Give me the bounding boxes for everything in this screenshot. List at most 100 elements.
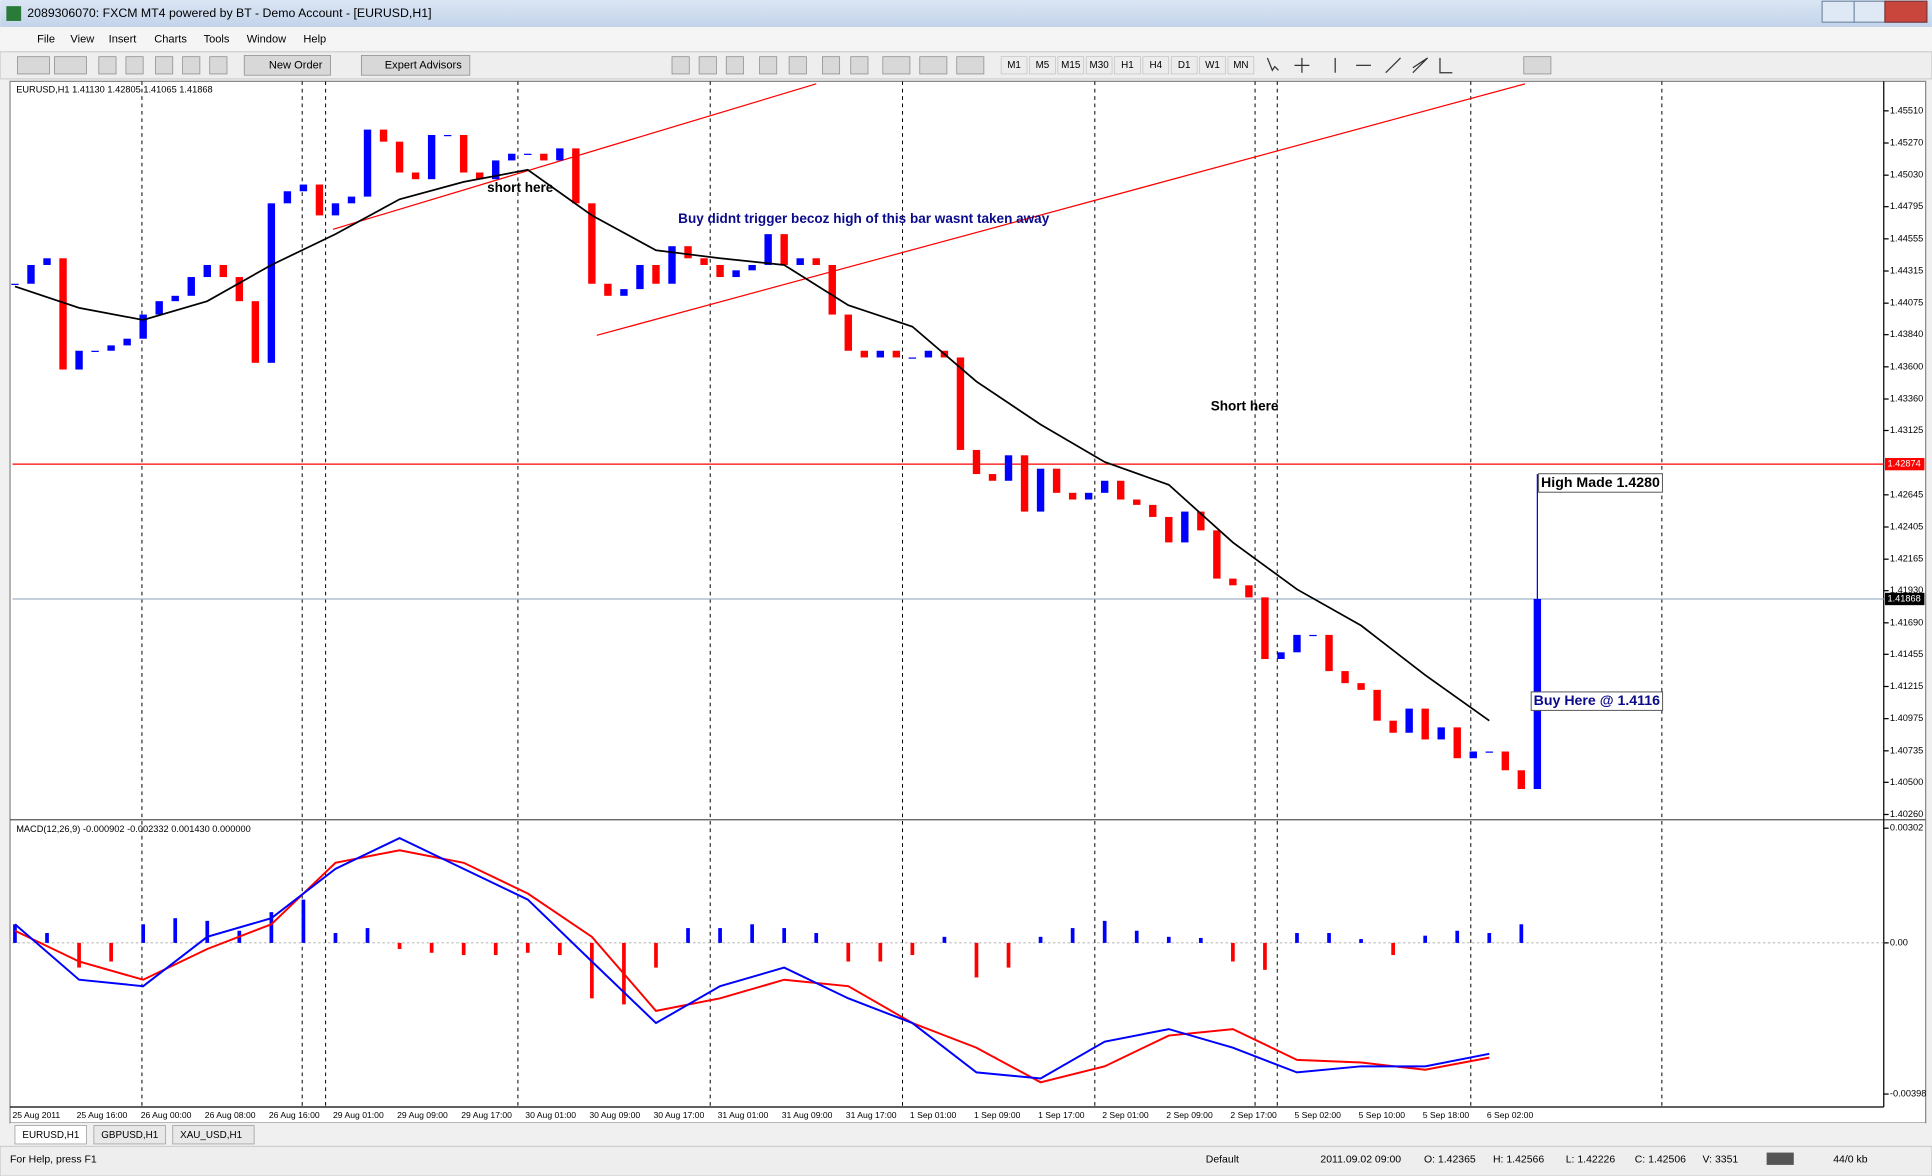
toolbar-icon[interactable] bbox=[725, 56, 744, 75]
status-field: V: 3351 bbox=[1703, 1155, 1739, 1166]
toolbar-icon[interactable] bbox=[182, 56, 201, 75]
toolbar-icon[interactable] bbox=[125, 56, 144, 75]
toolbar-icon[interactable] bbox=[919, 56, 948, 75]
timeframe-button[interactable] bbox=[1114, 56, 1141, 75]
histogram-bar bbox=[13, 924, 17, 943]
timeframe-label[interactable]: M5 bbox=[1036, 60, 1050, 71]
toolbar-icon[interactable] bbox=[671, 56, 690, 75]
histogram-bar bbox=[846, 942, 851, 962]
histogram-bar bbox=[461, 942, 466, 956]
toolbar-icon[interactable] bbox=[155, 56, 174, 75]
timeframe-label[interactable]: M15 bbox=[1061, 60, 1081, 71]
y-tick-label: 1.41215 bbox=[1890, 681, 1923, 691]
tab[interactable] bbox=[14, 1125, 87, 1145]
timeframe-label[interactable]: D1 bbox=[1178, 60, 1191, 71]
candle-body bbox=[363, 129, 372, 197]
timeframe-label[interactable]: MN bbox=[1233, 60, 1248, 71]
tab-label[interactable]: GBPUSD,H1 bbox=[101, 1130, 158, 1141]
menu-item[interactable]: Tools bbox=[204, 33, 230, 45]
menu-item[interactable]: Charts bbox=[154, 33, 187, 45]
timeframe-button[interactable] bbox=[1142, 56, 1170, 75]
new-order-button[interactable] bbox=[243, 55, 331, 76]
candle-body bbox=[860, 350, 868, 358]
histogram-bar bbox=[1166, 936, 1171, 943]
candle-body bbox=[11, 283, 19, 285]
timeframe-button[interactable] bbox=[1227, 56, 1255, 75]
menu-item[interactable]: Insert bbox=[109, 33, 137, 45]
tab-label[interactable]: EURUSD,H1 bbox=[22, 1130, 79, 1141]
candle-body bbox=[1517, 770, 1526, 790]
toolbar-icon[interactable] bbox=[17, 56, 50, 75]
candle-body bbox=[1229, 578, 1237, 586]
candle-body bbox=[27, 264, 35, 284]
histogram-bar bbox=[173, 918, 178, 943]
timeframe-button[interactable] bbox=[1057, 56, 1085, 75]
y-tick-label: 1.43840 bbox=[1890, 329, 1923, 339]
toolbar-button-label[interactable]: New Order bbox=[269, 59, 323, 71]
toolbar-icon[interactable] bbox=[850, 56, 869, 75]
candle-body bbox=[668, 246, 676, 284]
candle-body bbox=[956, 357, 965, 450]
toolbar-icon[interactable] bbox=[54, 56, 87, 75]
toolbar-button-label[interactable]: Expert Advisors bbox=[385, 59, 462, 71]
candle-body bbox=[620, 289, 628, 296]
tab-label[interactable]: XAU_USD,H1 bbox=[180, 1130, 242, 1141]
toolbar-icon[interactable] bbox=[98, 56, 117, 75]
tab[interactable] bbox=[93, 1125, 166, 1145]
timeframe-label[interactable]: M1 bbox=[1007, 60, 1021, 71]
candle-body bbox=[1181, 511, 1189, 543]
timeframe-button[interactable] bbox=[1000, 56, 1028, 75]
toolbar-icon[interactable] bbox=[1523, 56, 1552, 75]
toolbar-icon[interactable] bbox=[788, 56, 807, 75]
timeframe-button[interactable] bbox=[1085, 56, 1113, 75]
y-tick-label: 1.41930 bbox=[1890, 585, 1923, 595]
candle-body bbox=[1004, 455, 1013, 481]
crosshair-icon[interactable] bbox=[1294, 57, 1310, 73]
candle-body bbox=[844, 314, 852, 351]
menu-item[interactable]: View bbox=[70, 33, 95, 45]
toolbar-icon[interactable] bbox=[209, 56, 228, 75]
cursor-icon[interactable] bbox=[1266, 57, 1279, 72]
candle-body bbox=[459, 134, 468, 173]
histogram-bar bbox=[814, 933, 819, 943]
toolbar-icon[interactable] bbox=[956, 56, 985, 75]
trendline-icon[interactable] bbox=[1385, 57, 1401, 74]
minimize-button[interactable] bbox=[1821, 0, 1855, 23]
toolbar-icon[interactable] bbox=[822, 56, 841, 75]
histogram-bar bbox=[109, 942, 113, 962]
histogram-bar bbox=[269, 912, 274, 943]
timeframe-label[interactable]: H4 bbox=[1150, 60, 1163, 71]
histogram-bar bbox=[1519, 924, 1524, 943]
toolbar-icon[interactable] bbox=[698, 56, 717, 75]
histogram-bar bbox=[77, 942, 81, 968]
expert-advisors-button[interactable] bbox=[360, 55, 471, 76]
menu-item[interactable]: File bbox=[37, 33, 55, 45]
trend-line bbox=[596, 83, 1526, 336]
menu-item[interactable]: Window bbox=[247, 33, 287, 45]
candle-body bbox=[1084, 492, 1093, 500]
fibo-icon[interactable] bbox=[1439, 57, 1453, 74]
candle-body bbox=[1149, 504, 1157, 517]
timeframe-button[interactable] bbox=[1029, 56, 1056, 75]
timeframe-label[interactable]: M30 bbox=[1090, 60, 1110, 71]
toolbar-icon[interactable] bbox=[759, 56, 778, 75]
timeframe-label[interactable]: W1 bbox=[1205, 60, 1220, 71]
candle-body bbox=[1165, 516, 1173, 543]
x-tick-label: 2 Sep 17:00 bbox=[1230, 1110, 1277, 1120]
candle-body bbox=[700, 258, 708, 265]
channel-icon[interactable] bbox=[1412, 57, 1429, 74]
app-icon bbox=[6, 6, 22, 21]
histogram-bar bbox=[141, 924, 146, 943]
toolbar-icon[interactable] bbox=[882, 56, 911, 75]
x-tick-label: 26 Aug 00:00 bbox=[141, 1110, 192, 1120]
close-button[interactable] bbox=[1884, 0, 1928, 23]
menu-item[interactable]: Help bbox=[303, 33, 326, 45]
status-bar bbox=[0, 1145, 1932, 1176]
tab[interactable] bbox=[172, 1125, 255, 1145]
chart-window bbox=[9, 80, 1927, 1124]
timeframe-button[interactable] bbox=[1199, 56, 1226, 75]
timeframe-label[interactable]: H1 bbox=[1121, 60, 1134, 71]
maximize-button[interactable] bbox=[1853, 0, 1886, 23]
timeframe-button[interactable] bbox=[1170, 56, 1198, 75]
candle-body bbox=[492, 160, 500, 180]
